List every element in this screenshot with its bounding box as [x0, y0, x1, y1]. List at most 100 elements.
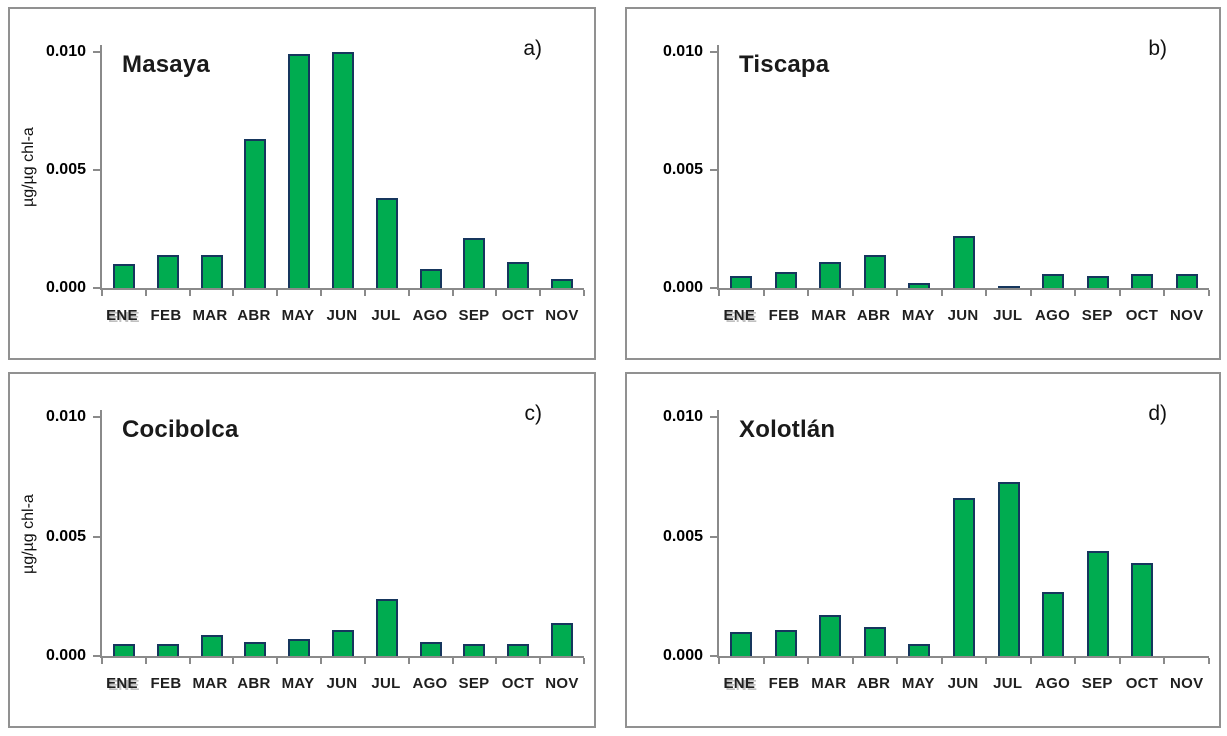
bar-slot	[102, 45, 146, 288]
x-tick-mark	[1074, 658, 1077, 664]
panel-letter: a)	[523, 37, 542, 60]
month-label: ABR	[237, 675, 271, 692]
x-tick-mark	[1208, 290, 1210, 296]
month-label: SEP	[1081, 307, 1113, 324]
bar	[112, 264, 135, 288]
x-tick-mark	[101, 658, 103, 664]
x-tick-mark	[762, 658, 765, 664]
y-tick-label: 0.000	[45, 279, 86, 296]
x-tick-mark	[896, 658, 899, 664]
y-tick-label: 0.010	[45, 43, 86, 61]
month-label: ABR	[237, 307, 271, 324]
month-label: AGO	[412, 675, 448, 692]
bar-slot	[1075, 410, 1120, 656]
x-tick-mark	[363, 658, 366, 664]
bar	[774, 271, 797, 288]
y-tick-mark	[93, 416, 102, 419]
bar-slot	[146, 410, 190, 656]
chart-panel-xolotlan: Xolotlán d) 0.000 0.005 0.010 ENE FEB MAR ABR…	[625, 372, 1221, 728]
bar-slot	[1120, 45, 1165, 288]
x-tick-mark	[276, 290, 279, 296]
month-label: JUN	[326, 307, 358, 324]
bar-slot	[853, 410, 898, 656]
bar-slot	[321, 410, 365, 656]
bar	[200, 254, 223, 288]
y-tick-mark	[710, 535, 719, 538]
x-tick-mark	[101, 290, 103, 296]
y-tick-label: 0.005	[662, 161, 703, 179]
month-label: JUN	[326, 675, 358, 692]
x-tick-mark	[807, 658, 810, 664]
month-label: MAR	[811, 675, 847, 692]
month-label: AGO	[412, 307, 448, 324]
x-tick-mark	[940, 290, 943, 296]
y-tick-mark	[710, 51, 719, 54]
month-label: NOV	[545, 307, 579, 324]
x-tick-mark	[144, 658, 147, 664]
x-tick-mark	[940, 658, 943, 664]
bar	[419, 641, 442, 656]
bar	[819, 615, 842, 656]
bar-slot	[453, 410, 497, 656]
y-tick-mark	[710, 287, 719, 289]
x-tick-mark	[1163, 290, 1166, 296]
bar	[463, 644, 486, 656]
bar	[419, 269, 442, 288]
x-axis-labels: ENE FEB MAR ABR MAY JUN JUL AGO SEP OCT NOV	[100, 675, 584, 693]
bar-slot	[986, 410, 1031, 656]
x-tick-mark	[985, 290, 988, 296]
panel-letter: b)	[1148, 37, 1167, 60]
panel-letter: d)	[1148, 402, 1167, 425]
month-label: FEB	[150, 675, 182, 692]
month-label: MAY	[281, 307, 315, 324]
x-tick-mark	[1029, 290, 1032, 296]
bars-row	[102, 410, 584, 656]
x-tick-mark	[762, 290, 765, 296]
chart-title: Masaya	[122, 51, 210, 78]
bar	[774, 629, 797, 656]
bar	[156, 644, 179, 656]
bar	[1086, 550, 1109, 656]
bar-slot	[540, 45, 584, 288]
bar-slot	[1075, 45, 1120, 288]
y-tick-mark	[710, 169, 719, 172]
month-label: OCT	[1125, 675, 1159, 692]
x-tick-mark	[407, 658, 410, 664]
x-tick-mark	[583, 658, 585, 664]
month-label: NOV	[1170, 675, 1204, 692]
x-tick-mark	[451, 290, 454, 296]
bar	[730, 632, 753, 656]
y-tick-mark	[93, 169, 102, 172]
y-tick-label: 0.005	[45, 527, 86, 545]
x-tick-mark	[188, 290, 191, 296]
bar	[375, 198, 398, 288]
x-tick-mark	[495, 290, 498, 296]
plot-area: 0.000 0.005 0.010	[46, 43, 585, 296]
bar-slot	[942, 410, 987, 656]
bar	[331, 52, 354, 288]
month-label: SEP	[458, 675, 490, 692]
bar	[997, 481, 1020, 656]
month-label: JUL	[371, 307, 401, 324]
bar-slot	[496, 410, 540, 656]
x-tick-mark	[807, 290, 810, 296]
x-tick-mark	[1118, 658, 1121, 664]
bar	[908, 283, 931, 288]
chart-panel-tiscapa: Tiscapa b) 0.000 0.005 0.010 ENE FEB MAR ABR M…	[625, 7, 1221, 360]
bar	[112, 644, 135, 656]
chart-title: Tiscapa	[739, 51, 830, 78]
bar-slot	[277, 410, 321, 656]
x-tick-mark	[232, 290, 235, 296]
y-tick-label: 0.005	[45, 161, 86, 179]
bar-slot	[233, 45, 277, 288]
bar-slot	[897, 410, 942, 656]
y-tick-mark	[93, 51, 102, 54]
x-tick-mark	[583, 290, 585, 296]
month-label: JUL	[371, 675, 401, 692]
x-tick-mark	[320, 658, 323, 664]
x-tick-mark	[718, 290, 720, 296]
x-axis-labels: ENE FEB MAR ABR MAY JUN JUL AGO SEP OCT NOV	[717, 675, 1209, 693]
month-label: OCT	[501, 675, 535, 692]
bar-slot	[190, 45, 234, 288]
